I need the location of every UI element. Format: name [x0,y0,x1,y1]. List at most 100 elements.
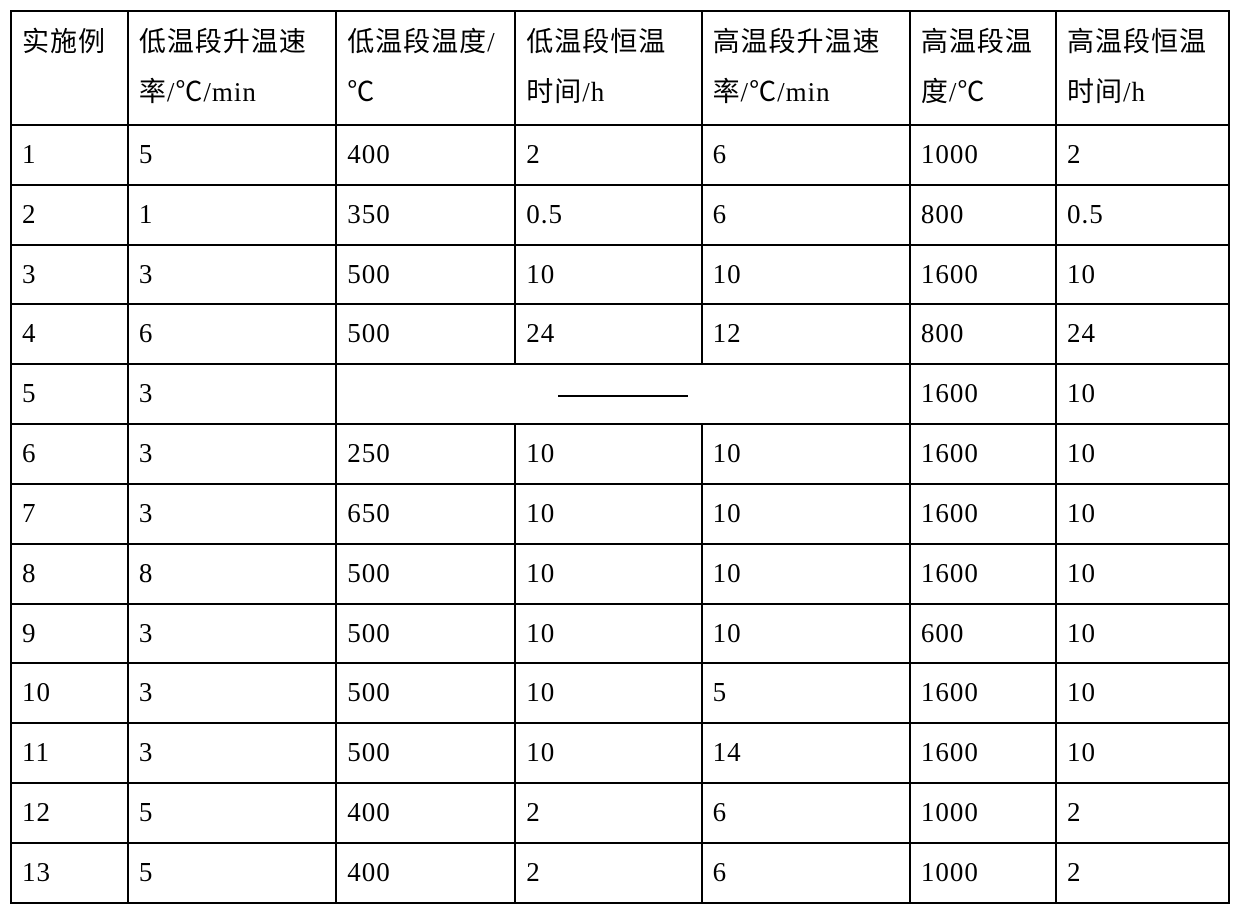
cell: 3 [128,424,336,484]
cell: 1600 [910,364,1056,424]
cell: 1000 [910,783,1056,843]
cell: 10 [1056,544,1229,604]
cell: 1 [128,185,336,245]
table-row: 103500105160010 [11,663,1229,723]
cell: 3 [128,245,336,305]
col-header: 实施例 [11,11,128,125]
cell: 800 [910,304,1056,364]
cell: 500 [336,245,515,305]
cell: 13 [11,843,128,903]
cell: 7 [11,484,128,544]
cell: 250 [336,424,515,484]
table-row: 1354002610002 [11,843,1229,903]
cell: 2 [515,843,701,903]
cell: 10 [11,663,128,723]
cell: 400 [336,843,515,903]
cell: 1600 [910,544,1056,604]
cell: 6 [702,843,910,903]
cell: 500 [336,723,515,783]
cell: 11 [11,723,128,783]
cell: 10 [702,604,910,664]
cell: 5 [702,663,910,723]
cell: 10 [702,424,910,484]
cell: 2 [1056,783,1229,843]
cell: 10 [515,544,701,604]
cell: 3 [128,723,336,783]
cell: 24 [1056,304,1229,364]
cell: 10 [1056,484,1229,544]
cell: 650 [336,484,515,544]
cell: 12 [11,783,128,843]
cell: 2 [11,185,128,245]
cell: 6 [702,185,910,245]
cell: 2 [1056,843,1229,903]
cell: 0.5 [515,185,701,245]
col-header: 高温段升温速率/℃/min [702,11,910,125]
cell: 10 [515,484,701,544]
cell: 10 [1056,364,1229,424]
cell: 6 [128,304,336,364]
cell: 500 [336,663,515,723]
cell: 10 [702,544,910,604]
cell: 10 [1056,663,1229,723]
table-row: 736501010160010 [11,484,1229,544]
cell: 5 [128,125,336,185]
cell: 3 [128,663,336,723]
table-row: 335001010160010 [11,245,1229,305]
cell: 10 [515,245,701,305]
cell: 5 [128,843,336,903]
cell: 10 [515,723,701,783]
cell: 1600 [910,723,1056,783]
table-row: 1254002610002 [11,783,1229,843]
cell: 1000 [910,125,1056,185]
col-header: 低温段恒温时间/h [515,11,701,125]
col-header: 高温段温度/℃ [910,11,1056,125]
cell: 0.5 [1056,185,1229,245]
cell: 6 [702,125,910,185]
cell: 8 [11,544,128,604]
table-row: 46500241280024 [11,304,1229,364]
parameters-table: 实施例低温段升温速率/℃/min低温段温度/℃低温段恒温时间/h高温段升温速率/… [10,10,1230,904]
cell: 1600 [910,484,1056,544]
cell: 10 [1056,723,1229,783]
cell: 5 [11,364,128,424]
cell: 400 [336,125,515,185]
cell: 9 [11,604,128,664]
cell: 2 [515,783,701,843]
cell: 10 [702,484,910,544]
cell: 3 [128,364,336,424]
table-row: 53 160010 [11,364,1229,424]
cell: 500 [336,544,515,604]
cell: 10 [515,663,701,723]
cell: 800 [910,185,1056,245]
cell: 400 [336,783,515,843]
cell: 500 [336,304,515,364]
cell: 500 [336,604,515,664]
table-header-row: 实施例低温段升温速率/℃/min低温段温度/℃低温段恒温时间/h高温段升温速率/… [11,11,1229,125]
table-row: 213500.568000.5 [11,185,1229,245]
cell: 24 [515,304,701,364]
col-header: 高温段恒温时间/h [1056,11,1229,125]
cell: 2 [1056,125,1229,185]
cell: 6 [11,424,128,484]
merged-dash-cell [336,364,910,424]
cell: 600 [910,604,1056,664]
cell: 10 [515,604,701,664]
col-header: 低温段升温速率/℃/min [128,11,336,125]
cell: 3 [128,484,336,544]
cell: 8 [128,544,336,604]
cell: 1600 [910,663,1056,723]
cell: 10 [1056,245,1229,305]
cell: 10 [702,245,910,305]
dash-icon [558,395,688,397]
cell: 350 [336,185,515,245]
table-row: 632501010160010 [11,424,1229,484]
table-row: 1135001014160010 [11,723,1229,783]
cell: 1600 [910,424,1056,484]
cell: 14 [702,723,910,783]
cell: 12 [702,304,910,364]
col-header: 低温段温度/℃ [336,11,515,125]
cell: 6 [702,783,910,843]
cell: 2 [515,125,701,185]
table-row: 885001010160010 [11,544,1229,604]
